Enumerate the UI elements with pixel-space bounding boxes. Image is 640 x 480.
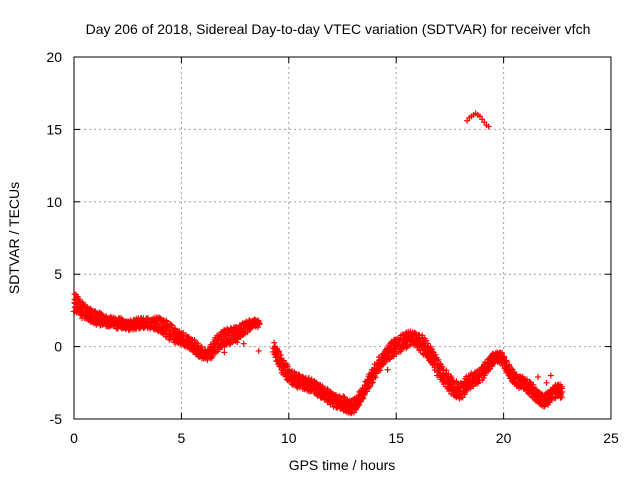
data-point [435,356,442,363]
data-point [280,357,287,364]
grid-layer [74,57,611,419]
x-tick-label: 15 [388,430,404,446]
y-tick-label: 10 [46,194,62,210]
y-tick-label: 15 [46,121,62,137]
data-point [547,372,554,379]
x-tick-label: 0 [70,430,78,446]
x-axis-label: GPS time / hours [289,457,396,473]
y-tick-label: -5 [50,411,63,427]
data-point [168,321,175,328]
data-point [432,351,439,358]
data-point [438,363,445,370]
data-point [557,392,564,399]
points-layer [70,110,566,417]
data-point [175,329,182,336]
data-point [449,377,456,384]
data-point [384,366,391,373]
data-point [345,398,352,405]
plot-frame [73,56,612,420]
x-tick-label: 25 [603,430,619,446]
x-tick-label: 20 [496,430,512,446]
tick-layer: 0 5 10 15 20 25 -5 0 5 10 15 20 [46,49,619,446]
data-point [240,340,247,347]
data-point [393,346,400,353]
data-point [448,374,455,381]
data-point [434,372,441,379]
data-point [377,367,384,374]
data-point [380,360,387,367]
data-point [271,339,278,346]
y-tick-label: 0 [54,339,62,355]
data-point [208,350,215,357]
y-axis-label: SDTVAR / TECUs [6,182,22,294]
data-point [275,348,282,355]
data-point [168,322,175,329]
data-point [348,410,355,417]
data-point [284,363,291,370]
x-tick-label: 5 [178,430,186,446]
y-tick-label: 5 [54,266,62,282]
y-tick-label: 20 [46,49,62,65]
data-point [485,123,492,130]
data-point [541,403,548,410]
data-point [543,379,550,386]
data-point [221,349,228,356]
data-point [501,354,508,361]
data-point [428,345,435,352]
x-tick-label: 10 [281,430,297,446]
data-point [299,373,306,380]
data-point [356,399,363,406]
data-point [333,404,340,411]
data-point [532,386,539,393]
data-point [558,383,565,390]
data-point [296,384,303,391]
data-point [234,339,241,346]
data-point [255,318,262,325]
data-point [499,350,506,357]
data-point [277,351,284,358]
data-point [503,358,510,365]
data-point [509,372,516,379]
data-point [255,347,262,354]
data-point [534,374,541,381]
data-point [508,365,515,372]
chart-title: Day 206 of 2018, Sidereal Day-to-day VTE… [86,21,591,37]
